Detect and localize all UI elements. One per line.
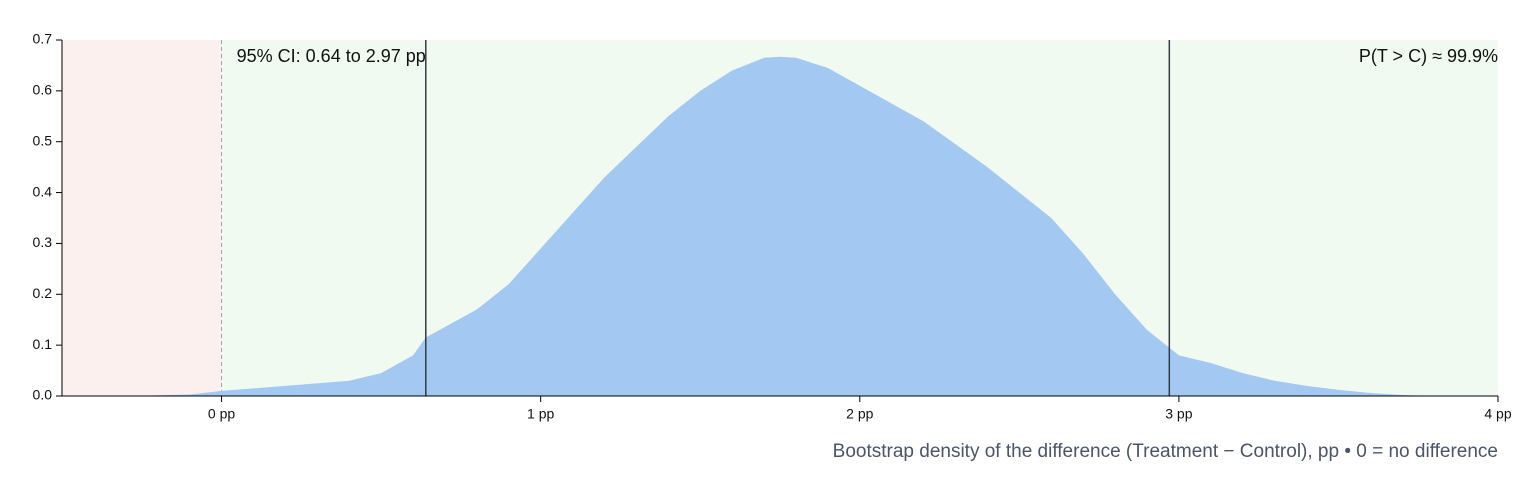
ci-label: 95% CI: 0.64 to 2.97 pp: [237, 46, 426, 66]
caption: Bootstrap density of the difference (Tre…: [833, 441, 1498, 462]
y-tick-label: 0.0: [33, 387, 53, 403]
x-tick-label: 0 pp: [208, 406, 235, 422]
y-tick-label: 0.3: [33, 234, 53, 250]
region: [62, 40, 222, 396]
y-tick-label: 0.5: [33, 132, 53, 148]
axes-layer: 0.0 0.1 0.2 0.3 0.4 0.5 0.6 0.7 0 pp 1 pp 2 pp 3 pp…: [33, 31, 1512, 422]
y-tick-label: 0.2: [33, 285, 53, 301]
probability-label: P(T > C) ≈ 99.9%: [1359, 46, 1498, 66]
density-area: [125, 56, 1435, 396]
y-tick-label: 0.6: [33, 82, 53, 98]
x-tick-label: 4 pp: [1484, 406, 1511, 422]
marks-layer: 95% CI: 0.64 to 2.97 pp P(T > C) ≈ 99.9%: [125, 40, 1498, 396]
x-tick-label: 2 pp: [846, 406, 873, 422]
y-tick-label: 0.7: [33, 31, 53, 47]
x-tick-label: 1 pp: [527, 406, 554, 422]
y-tick-label: 0.1: [33, 336, 53, 352]
y-tick-label: 0.4: [33, 183, 53, 199]
x-tick-label: 3 pp: [1165, 406, 1192, 422]
